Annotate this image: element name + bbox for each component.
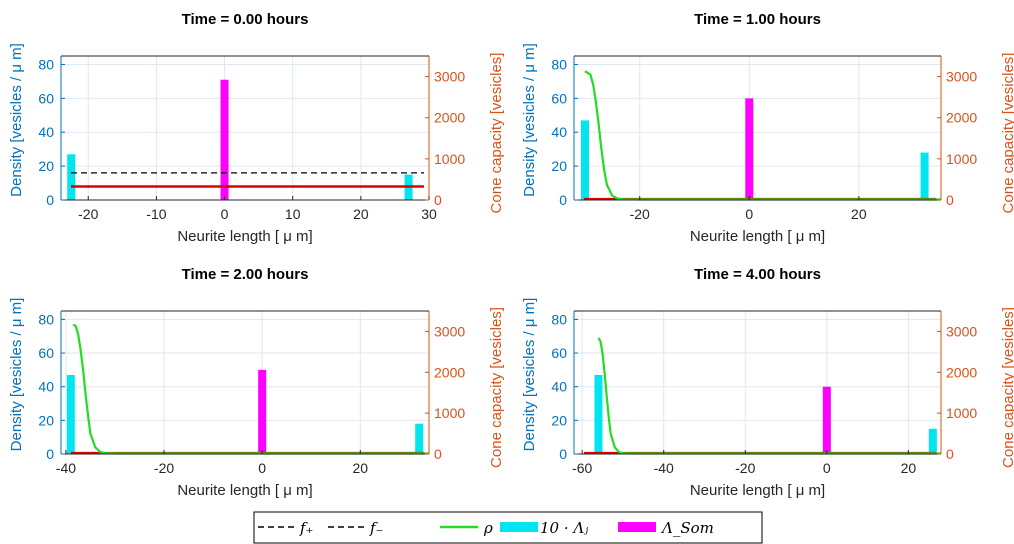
lambda-j-bar	[66, 374, 75, 454]
x-tick-label: 10	[285, 206, 301, 222]
y-tick-label: 60	[38, 90, 54, 106]
rho-curve	[597, 337, 941, 455]
lambda-j-bar	[928, 428, 937, 454]
y-tick-label: 20	[551, 158, 567, 174]
legend-fplus-label: f₊	[299, 519, 313, 537]
legend: f₊ f₋ ρ 10 · Λⱼ Λ_Som	[253, 511, 763, 544]
panel-title: Time = 4.00 hours	[694, 266, 821, 283]
panel-title: Time = 1.00 hours	[694, 11, 821, 28]
y2-axis-label: Cone capacity [vesicles]	[1000, 53, 1014, 214]
panel-title: Time = 0.00 hours	[182, 11, 309, 28]
x-axis-label: Neurite length [ μ m]	[177, 482, 312, 499]
legend-lambda-som-label: Λ_Som	[660, 519, 714, 537]
y-axis-label: Density [vesicles / μ m]	[521, 43, 538, 197]
lambda-j-bar	[594, 374, 603, 454]
y2-tick-label: 0	[946, 192, 954, 208]
y2-tick-label: 2000	[946, 364, 977, 380]
lambda-j-bar	[580, 120, 589, 200]
panel-2: -40 -20 0 20 0 20 40 60 80 0 1000 2000 3000 Time = 2.…	[8, 266, 505, 499]
y-axis-label: Density [vesicles / μ m]	[8, 43, 25, 197]
panel-1: -20 0 20 0 20 40 60 80 0 1000 2000 3000 Time = 1.00 …	[521, 11, 1014, 245]
y2-tick-label: 0	[434, 446, 442, 462]
legend-fminus-label: f₋	[369, 519, 383, 537]
x-tick-label: 20	[901, 460, 917, 476]
y2-tick-label: 2000	[946, 110, 977, 126]
y2-axis-label: Cone capacity [vesicles]	[488, 307, 505, 468]
panels: -20 -10 0 10 20 300204060800100020003000Time …	[8, 11, 1014, 499]
y-tick-label: 60	[551, 90, 567, 106]
y-tick-label: 80	[551, 56, 567, 72]
y-axis-label: Density [vesicles / μ m]	[521, 298, 538, 452]
legend-lambda-j-label: 10 · Λⱼ	[540, 519, 588, 537]
rho-curve	[72, 323, 429, 455]
x-tick-label: -40	[654, 460, 674, 476]
x-tick-label: 0	[745, 206, 753, 222]
y-tick-label: 0	[46, 446, 54, 462]
y2-tick-label: 3000	[946, 323, 977, 339]
y-tick-label: 0	[46, 192, 54, 208]
lambda-som-bar	[220, 79, 229, 200]
panel-3: -60 -40 -20 0 20 0 20 40 60 80 0 1000 2000 3000 Time =…	[521, 266, 1014, 499]
y2-tick-label: 2000	[434, 364, 465, 380]
x-tick-label: 20	[353, 460, 369, 476]
panel-0: -20 -10 0 10 20 300204060800100020003000Time …	[8, 11, 505, 245]
lambda-som-bar	[822, 386, 831, 454]
y2-tick-label: 1000	[946, 405, 977, 421]
y2-tick-label: 1000	[434, 151, 465, 167]
lambda-j-bar	[920, 152, 929, 200]
lambda-som-bar	[745, 98, 754, 200]
y2-tick-label: 2000	[434, 110, 465, 126]
legend-lambda-j-swatch	[500, 522, 538, 532]
lambda-som-bar	[258, 369, 267, 454]
y-tick-label: 80	[38, 56, 54, 72]
x-tick-label: 30	[421, 206, 437, 222]
x-axis-label: Neurite length [ μ m]	[177, 228, 312, 245]
y2-tick-label: 0	[434, 192, 442, 208]
y2-tick-label: 3000	[946, 69, 977, 85]
x-tick-label: 0	[221, 206, 229, 222]
y-tick-label: 20	[551, 412, 567, 428]
y-tick-label: 80	[38, 311, 54, 327]
x-tick-label: -20	[735, 460, 755, 476]
x-tick-label: -60	[572, 460, 592, 476]
y2-axis-label: Cone capacity [vesicles]	[1000, 307, 1014, 468]
y-tick-label: 40	[38, 379, 54, 395]
y-tick-label: 0	[559, 192, 567, 208]
y-tick-label: 40	[551, 379, 567, 395]
y2-tick-label: 1000	[434, 405, 465, 421]
x-axis-label: Neurite length [ μ m]	[690, 228, 825, 245]
x-tick-label: -40	[56, 460, 76, 476]
y-tick-label: 80	[551, 311, 567, 327]
y-tick-label: 40	[38, 124, 54, 140]
legend-rho-label: ρ	[483, 519, 493, 537]
y2-tick-label: 1000	[946, 151, 977, 167]
x-axis-label: Neurite length [ μ m]	[690, 482, 825, 499]
y2-tick-label: 3000	[434, 69, 465, 85]
lambda-j-bar	[415, 423, 424, 454]
y-tick-label: 20	[38, 158, 54, 174]
y2-axis-label: Cone capacity [vesicles]	[488, 53, 505, 214]
y2-tick-label: 3000	[434, 323, 465, 339]
y-tick-label: 0	[559, 446, 567, 462]
y-tick-label: 20	[38, 412, 54, 428]
y2-tick-label: 0	[946, 446, 954, 462]
rho-curve	[584, 70, 941, 201]
x-tick-label: 20	[851, 206, 867, 222]
legend-lambda-som-swatch	[618, 522, 656, 532]
panel-title: Time = 2.00 hours	[182, 266, 309, 283]
lambda-j-bar	[67, 154, 76, 200]
x-tick-label: 0	[258, 460, 266, 476]
x-tick-label: -20	[630, 206, 650, 222]
y-tick-label: 40	[551, 124, 567, 140]
x-tick-label: 20	[353, 206, 369, 222]
x-tick-label: -20	[78, 206, 98, 222]
y-axis-label: Density [vesicles / μ m]	[8, 298, 25, 452]
x-tick-label: 0	[823, 460, 831, 476]
y-tick-label: 60	[551, 345, 567, 361]
y-tick-label: 60	[38, 345, 54, 361]
x-tick-label: -20	[154, 460, 174, 476]
x-tick-label: -10	[146, 206, 166, 222]
